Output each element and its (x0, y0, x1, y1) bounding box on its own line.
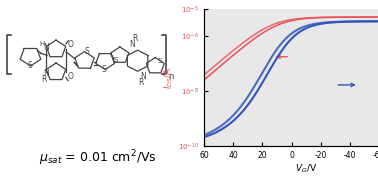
Text: S: S (102, 65, 107, 74)
Text: S: S (84, 47, 89, 56)
Y-axis label: $I_{DS}$/A: $I_{DS}$/A (163, 66, 175, 89)
Text: R: R (41, 75, 46, 84)
Text: H: H (39, 41, 45, 47)
Text: N: N (141, 72, 146, 81)
Text: $\mu_{sat}$ = 0.01 cm$^2$/Vs: $\mu_{sat}$ = 0.01 cm$^2$/Vs (39, 149, 157, 168)
Text: S: S (113, 57, 118, 63)
X-axis label: $V_G$/V: $V_G$/V (295, 163, 318, 175)
Text: R: R (132, 34, 137, 43)
Text: R: R (138, 78, 143, 87)
Text: N: N (43, 43, 49, 52)
Text: O: O (67, 40, 73, 49)
Text: S: S (157, 58, 162, 64)
Text: O: O (67, 72, 73, 81)
Text: N: N (129, 40, 135, 49)
Text: S: S (27, 61, 32, 71)
Text: N: N (43, 69, 49, 78)
Text: n: n (169, 72, 174, 81)
